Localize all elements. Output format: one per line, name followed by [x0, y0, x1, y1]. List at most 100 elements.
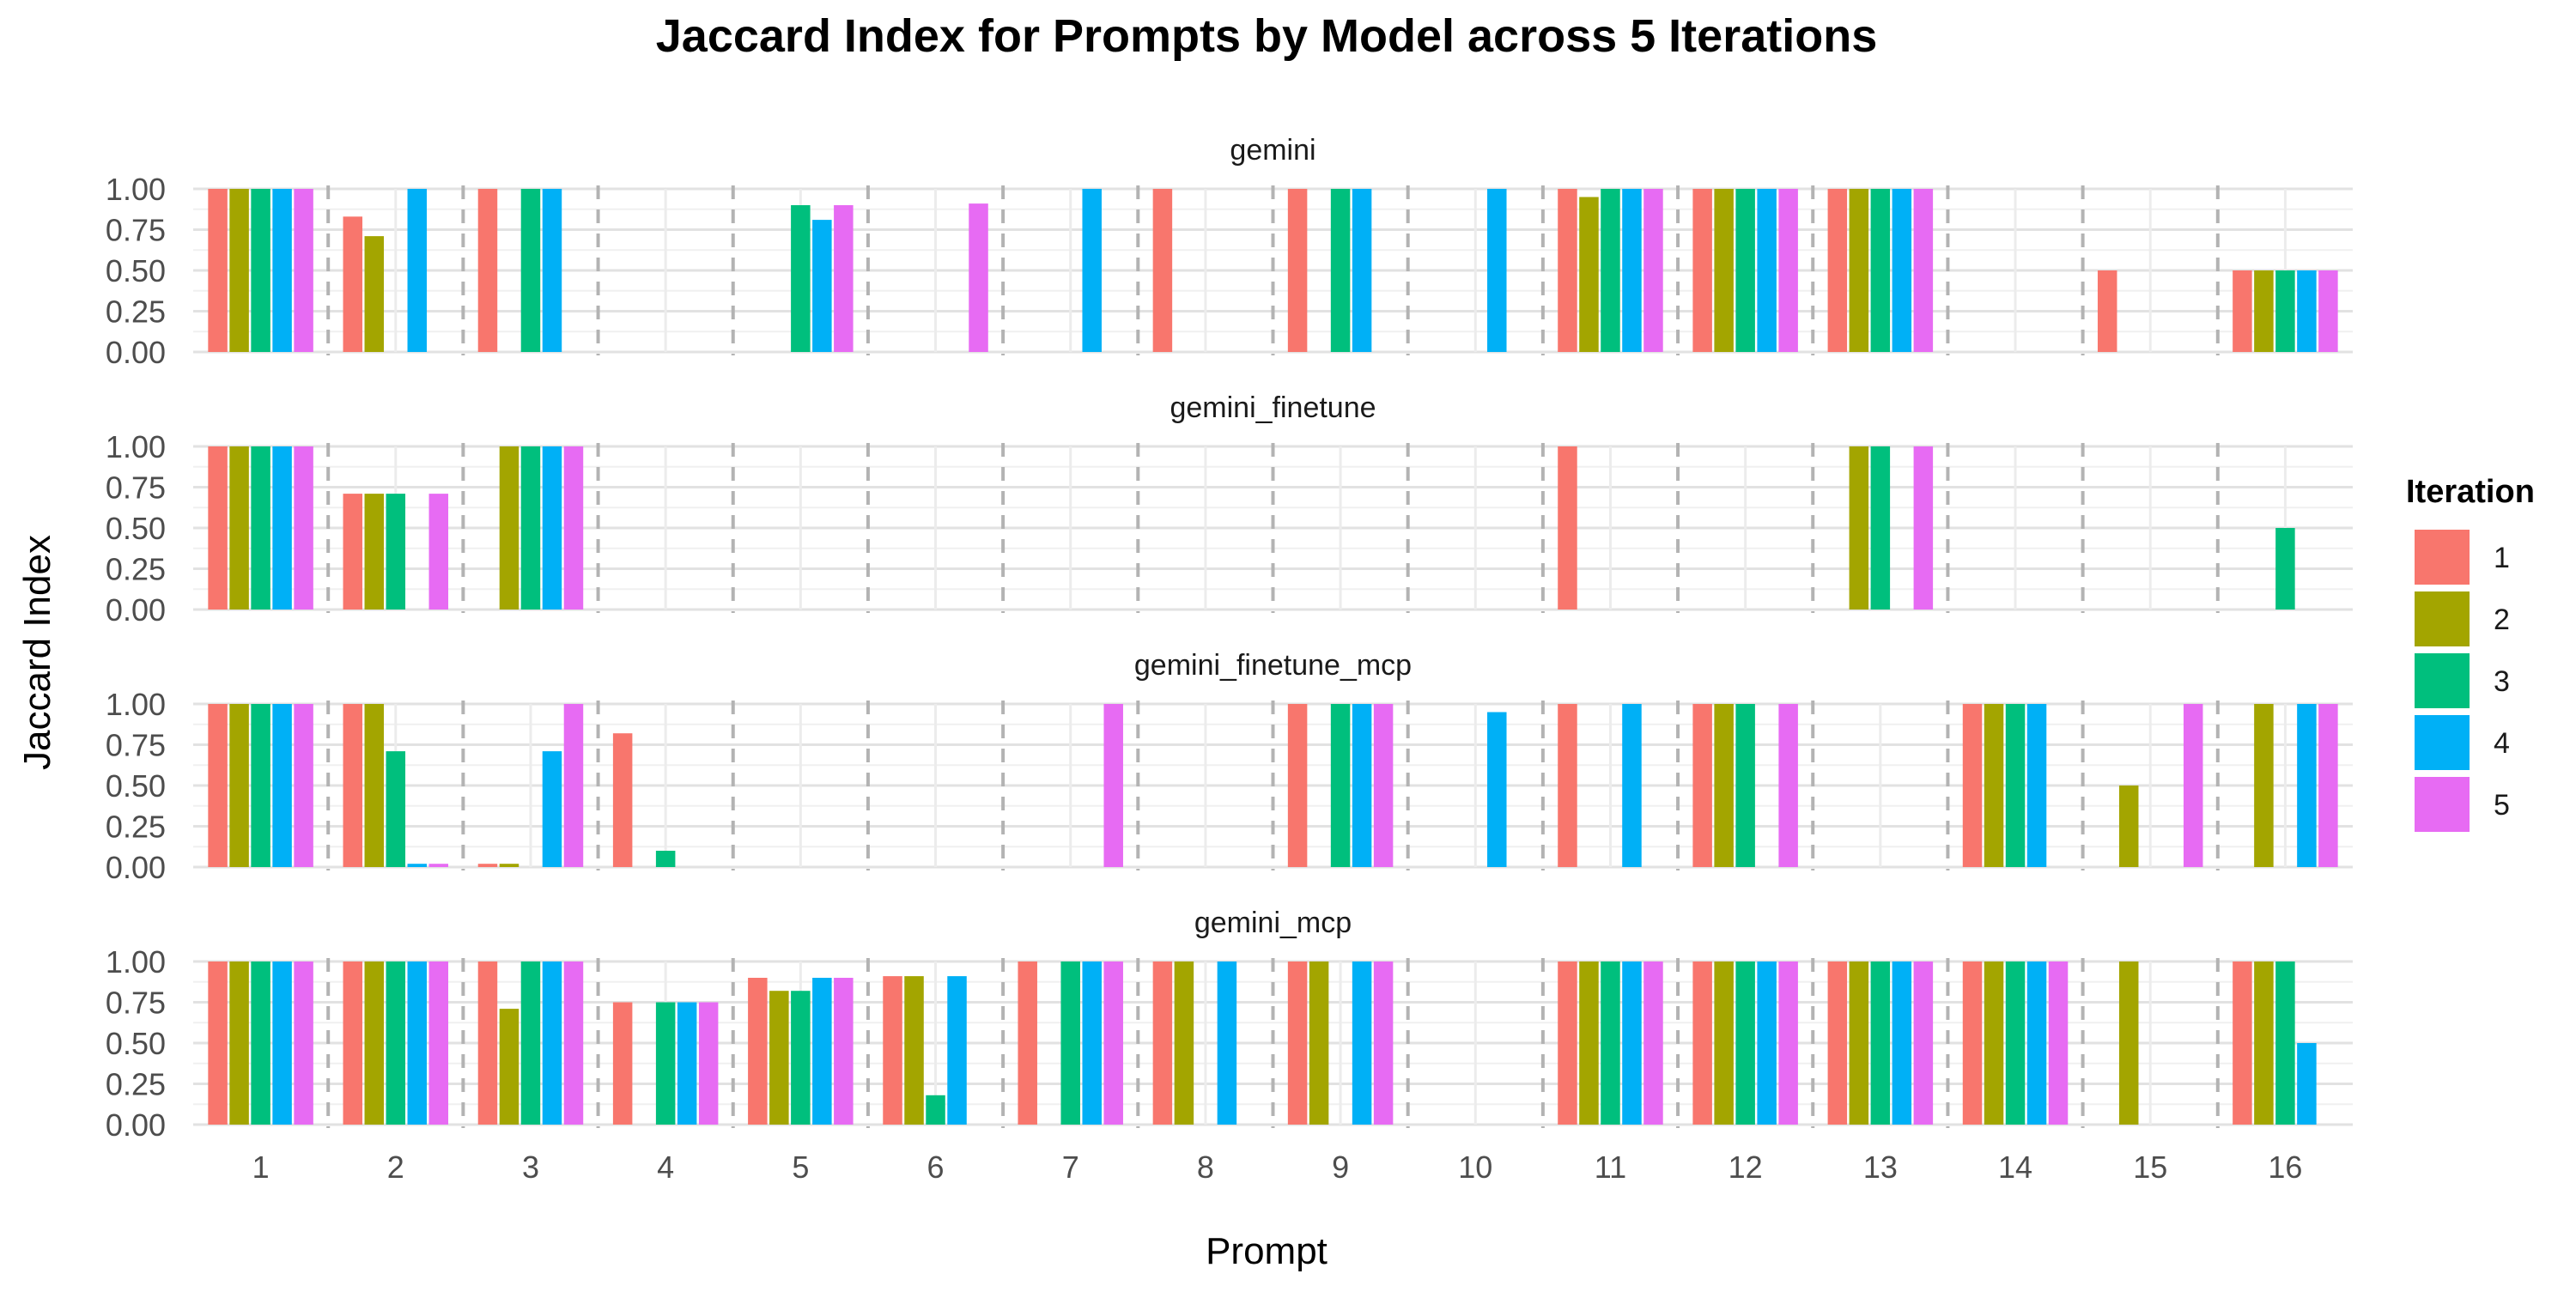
- x-tick-label: 9: [1332, 1149, 1349, 1185]
- bar: [386, 751, 406, 867]
- bar: [2275, 961, 2295, 1125]
- bar: [428, 864, 449, 867]
- bar: [1913, 189, 1934, 352]
- legend-label: 1: [2494, 542, 2510, 574]
- bar: [769, 991, 789, 1125]
- bar: [1778, 961, 1798, 1125]
- bar: [1601, 189, 1620, 352]
- bar: [1287, 961, 1308, 1125]
- bar: [343, 961, 363, 1125]
- y-tick-label: 0.00: [106, 850, 166, 885]
- bar: [343, 216, 363, 352]
- bar: [1579, 197, 1599, 352]
- panel-gemini_finetune: gemini_finetune 0.00 0.25 0.50 0.75 1.00: [106, 391, 2353, 628]
- bar: [1692, 189, 1712, 352]
- y-tick-label: 0.00: [106, 335, 166, 370]
- bar: [1714, 704, 1734, 867]
- bar: [1643, 961, 1663, 1125]
- bar: [229, 704, 249, 867]
- bar: [926, 1095, 945, 1125]
- bar: [229, 189, 249, 352]
- legend-item: 1: [2415, 530, 2510, 585]
- bar: [2005, 961, 2026, 1125]
- bar: [563, 961, 584, 1125]
- bar: [477, 189, 498, 352]
- y-tick-label: 0.75: [106, 470, 166, 506]
- bar: [251, 189, 270, 352]
- legend-item: 2: [2415, 591, 2510, 646]
- bar: [677, 1002, 697, 1125]
- x-tick-label: 13: [1863, 1149, 1898, 1185]
- legend-item: 3: [2415, 653, 2510, 708]
- bar: [883, 976, 902, 1125]
- bar: [1692, 704, 1712, 867]
- bar: [343, 704, 363, 867]
- bar: [2318, 270, 2338, 352]
- chart-title: Jaccard Index for Prompts by Model acros…: [656, 10, 1877, 62]
- bar: [272, 446, 292, 610]
- bar: [2297, 1043, 2317, 1125]
- bar: [791, 991, 811, 1125]
- y-tick-label: 1.00: [106, 687, 166, 722]
- bar: [834, 205, 854, 352]
- bar: [294, 704, 313, 867]
- bar: [208, 961, 228, 1125]
- bar: [1103, 961, 1123, 1125]
- x-tick-label: 4: [657, 1149, 674, 1185]
- bar: [1962, 704, 1983, 867]
- bar: [1287, 189, 1308, 352]
- y-tick-label: 0.50: [106, 253, 166, 288]
- bar: [1373, 961, 1394, 1125]
- bar: [386, 494, 406, 610]
- legend-title: Iteration: [2406, 474, 2535, 510]
- bar: [904, 976, 924, 1125]
- y-tick-label: 1.00: [106, 944, 166, 980]
- legend-label: 2: [2494, 604, 2510, 636]
- bar: [364, 494, 385, 610]
- bar: [1714, 189, 1734, 352]
- bar: [520, 446, 541, 610]
- x-tick-label: 1: [252, 1149, 270, 1185]
- bar: [294, 189, 313, 352]
- bar: [612, 733, 633, 867]
- y-tick-label: 0.50: [106, 768, 166, 804]
- bar: [1558, 704, 1577, 867]
- bar: [1330, 189, 1351, 352]
- bar: [1849, 961, 1869, 1125]
- panels-layer: gemini0.000.250.500.751.00gemini_finetun…: [106, 134, 2353, 1185]
- bar: [834, 978, 854, 1125]
- bar: [1287, 704, 1308, 867]
- bar: [563, 446, 584, 610]
- bar: [1870, 189, 1891, 352]
- bar: [1558, 189, 1577, 352]
- bar: [407, 864, 428, 867]
- legend-label: 4: [2494, 727, 2510, 760]
- bar: [208, 704, 228, 867]
- bar: [1735, 704, 1755, 867]
- bar: [812, 220, 832, 352]
- bar: [2183, 704, 2203, 867]
- x-tick-label: 12: [1728, 1149, 1763, 1185]
- bar: [251, 704, 270, 867]
- bar: [1487, 712, 1507, 867]
- bar: [1082, 961, 1102, 1125]
- legend-item: 5: [2415, 777, 2510, 832]
- x-axis-label: Prompt: [1206, 1230, 1327, 1272]
- bar: [520, 961, 541, 1125]
- bar: [1913, 961, 1934, 1125]
- bar: [1827, 961, 1848, 1125]
- bar: [1735, 189, 1755, 352]
- bar: [655, 851, 676, 867]
- bar: [1217, 961, 1237, 1125]
- y-tick-label: 1.00: [106, 429, 166, 464]
- x-tick-label: 11: [1595, 1149, 1626, 1185]
- x-tick-label: 15: [2133, 1149, 2167, 1185]
- bar: [791, 205, 811, 352]
- bar: [1487, 189, 1507, 352]
- y-tick-label: 0.25: [106, 810, 166, 845]
- bar: [386, 961, 406, 1125]
- bar: [272, 189, 292, 352]
- bar: [1870, 961, 1891, 1125]
- bar: [2275, 270, 2295, 352]
